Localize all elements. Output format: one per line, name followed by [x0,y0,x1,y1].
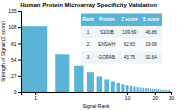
x-tick: 1 [34,92,37,101]
table-cell: 109.69 [122,30,136,35]
x-tick-label: 10 [125,95,131,101]
bar [87,72,94,92]
y-tick: 54 [11,57,21,63]
y-axis-title: Strength of Signal (Z score) [0,21,6,82]
y-axis: 0 27 54 81 108 135 [8,8,21,95]
bar [169,90,171,92]
table-cell: 2 [87,42,90,47]
bar [152,89,153,92]
bar [170,90,171,92]
table-cell: 46.86 [145,30,157,35]
y-tick-label: 81 [11,41,17,47]
bar [156,89,157,92]
table-header: Z score [121,17,138,22]
bar [121,84,124,92]
x-tick-label: 20 [153,95,159,101]
table-cell: 32.64 [145,55,157,60]
table-header: Rank [83,17,95,22]
y-tick-mark [18,11,21,12]
bar [160,89,161,92]
bar [97,76,103,92]
bar [55,54,69,92]
x-tick: 30 [169,92,175,101]
x-axis: 1 10 20 30 [22,92,175,101]
bar [74,66,83,92]
y-tick-label: 108 [8,24,17,30]
bar [154,89,155,92]
x-axis-line [22,93,172,96]
y-tick-mark [18,27,21,28]
bar [116,83,119,92]
bar [142,88,144,92]
x-tick-label: 30 [169,95,175,101]
y-tick-label: 0 [14,89,17,95]
bar [145,88,147,92]
y-tick-label: 54 [11,57,17,63]
bar [167,90,169,92]
table-cell: 3 [87,55,90,60]
y-tick: 81 [11,41,21,47]
table-cell: GORAB [99,55,116,60]
chart: 1 10 20 30 0 27 54 81 108 135 Rank Protein Z score S … [0,0,177,110]
table-header: S score [143,17,160,22]
bar [126,85,129,92]
bar [162,89,163,92]
table: Rank Protein Z score S score 1 S100B 109.69 46.… [81,13,162,63]
bar [104,79,109,92]
x-tick-label: 1 [34,95,37,101]
table-row-bg [81,26,162,39]
table-header: Protein [99,17,115,22]
y-tick-mark [18,60,21,61]
x-tick: 10 [125,92,131,101]
bar [163,90,164,92]
bar [130,86,133,92]
bar [133,87,135,92]
y-tick-label: 27 [11,73,17,79]
y-tick-mark [18,92,21,93]
x-axis-title: Signal Rank [83,103,110,109]
table-cell: ENSA/H [98,42,115,47]
y-tick: 27 [11,73,21,79]
title: Human Protein Microarray Specificity Val… [20,2,157,8]
y-tick-label: 135 [8,8,17,14]
table-cell: 1 [87,30,90,35]
bar [21,26,47,92]
plot: 1 10 20 30 0 27 54 81 108 135 Rank Protein Z score S … [8,8,174,101]
table-cell: 62.83 [124,42,136,47]
table-row-bg [81,39,162,52]
y-tick: 135 [8,8,21,14]
x-tick: 20 [153,92,159,101]
table-cell: S100B [100,30,114,35]
y-tick-mark [18,76,21,77]
bar [166,90,167,92]
y-tick: 108 [8,24,21,30]
table-row-bg [81,51,162,64]
bar [165,90,166,92]
bar [158,89,159,92]
bars [21,26,171,92]
y-tick: 0 [14,89,21,95]
table-header-bg [81,13,162,26]
table-cell: 19.08 [145,42,157,47]
bar [111,82,115,93]
bar [150,89,152,92]
bar [137,87,139,92]
bar [140,87,142,92]
bar [147,88,149,92]
y-tick-mark [18,43,21,44]
y-axis-line [18,12,22,93]
table-cell: 43.75 [124,55,136,60]
